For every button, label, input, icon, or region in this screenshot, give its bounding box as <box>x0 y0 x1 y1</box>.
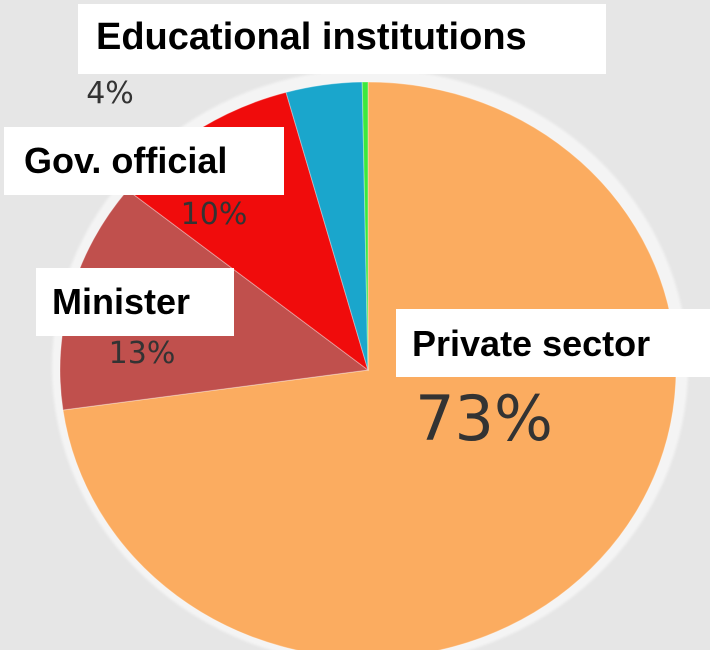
slice-value-label: 10% <box>181 197 248 232</box>
slice-value-label: 4% <box>86 76 134 111</box>
slice-label-gov-official: Gov. official <box>4 127 284 195</box>
slice-label-minister: Minister <box>36 268 234 336</box>
slice-label-private-sector: Private sector <box>396 309 710 377</box>
slice-value-label: 13% <box>109 336 176 371</box>
slice-label-educational-institutions: Educational institutions <box>78 4 606 74</box>
pie-slice-private-sector <box>62 81 677 650</box>
slice-value-label: 73% <box>415 382 553 455</box>
pie-slice-unlabeled <box>361 81 369 371</box>
pie-slice-educational-institutions <box>285 81 369 371</box>
